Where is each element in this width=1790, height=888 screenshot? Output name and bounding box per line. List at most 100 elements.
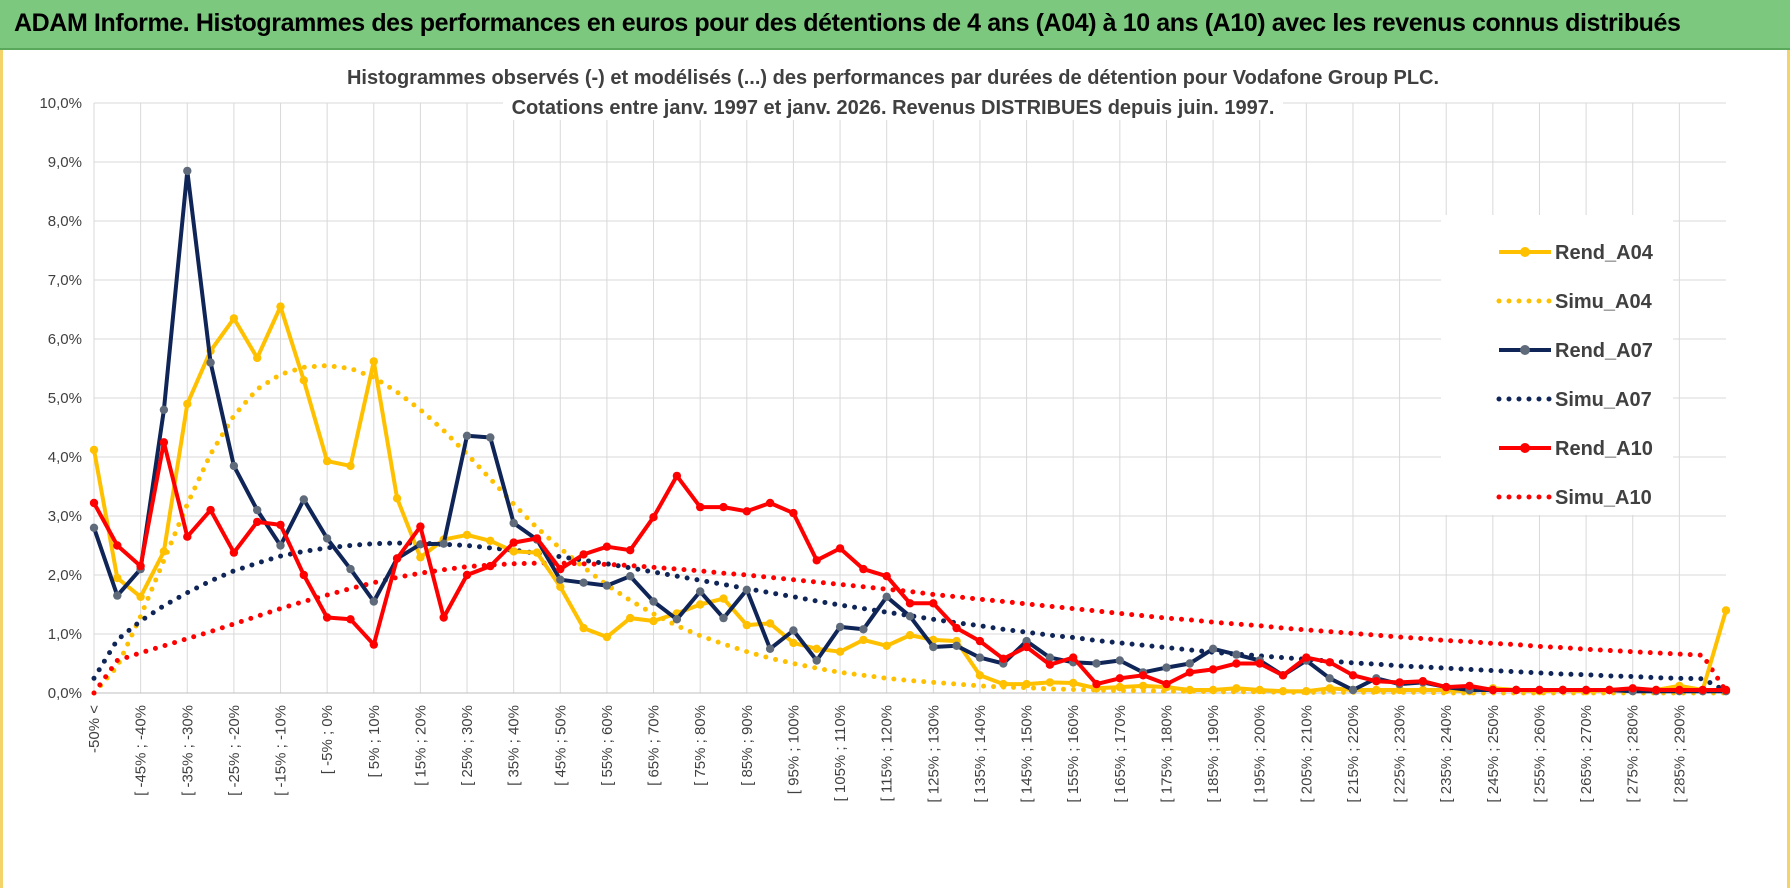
data-point-Rend_A07 [579,578,588,587]
data-point-Rend_A10 [532,534,542,543]
data-point-Rend_A10 [1208,665,1218,674]
data-point-Rend_A07 [1045,653,1055,662]
data-point-Rend_A10 [742,507,751,516]
x-tick-label: [ 265% ; 270% [1578,705,1595,803]
data-point-Rend_A10 [1442,682,1451,692]
data-point-Rend_A04 [299,376,308,385]
data-point-Rend_A10 [1069,653,1078,662]
data-point-Rend_A04 [975,671,985,680]
y-tick-label: 5,0% [48,390,82,407]
x-tick-label: [ 185% ; 190% [1205,705,1222,803]
data-point-Rend_A04 [1232,684,1241,693]
data-point-Rend_A04 [859,635,868,645]
data-point-Rend_A07 [719,613,728,623]
data-point-Rend_A10 [1348,671,1358,680]
legend-background [1441,215,1673,515]
data-point-Rend_A07 [765,644,775,653]
data-point-Rend_A10 [975,636,985,646]
data-point-Rend_A07 [322,534,332,543]
data-point-Rend_A10 [952,623,961,633]
x-tick-label: [ 125% ; 130% [925,705,942,803]
data-point-Rend_A04 [1022,679,1031,689]
data-point-Rend_A07 [486,433,495,442]
data-point-Rend_A04 [322,456,332,466]
x-tick-label: [ 215% ; 220% [1345,705,1362,803]
data-point-Rend_A10 [1698,685,1707,695]
series-Simu_A10 [91,560,1729,696]
data-point-Rend_A04 [276,302,285,311]
data-point-Rend_A07 [929,642,938,652]
series-lines [89,166,1731,696]
legend-item-Simu_A04: Simu_A04 [1496,291,1653,313]
data-point-Rend_A10 [1372,677,1381,686]
y-tick-label: 2,0% [48,567,82,584]
x-tick-label: [ 105% ; 110% [832,705,849,801]
data-point-Rend_A04 [1395,685,1404,695]
data-point-Rend_A04 [579,623,588,633]
data-point-Rend_A10 [183,532,192,541]
data-point-Rend_A10 [1395,678,1404,687]
x-tick-label: [ 195% ; 200% [1252,705,1269,803]
data-point-Rend_A04 [1185,685,1195,695]
data-point-Rend_A04 [1045,678,1055,687]
data-point-Rend_A07 [672,615,682,624]
x-tick-label: [ -5% ; 0% [319,705,336,774]
data-point-Rend_A10 [136,561,145,571]
data-point-Rend_A10 [579,550,588,559]
data-point-Rend_A07 [89,523,99,532]
x-tick-label: [ 55% ; 60% [599,705,616,786]
data-point-Rend_A04 [416,553,425,562]
data-point-Rend_A10 [509,538,518,547]
series-Rend_A10 [89,438,1731,695]
data-point-Rend_A10 [1488,685,1498,695]
chart-title-line-2: Cotations entre janv. 1997 et janv. 2026… [512,97,1275,119]
y-tick-label: 7,0% [48,272,82,289]
data-point-Rend_A10 [1721,685,1731,695]
data-point-Rend_A04 [1372,685,1381,695]
data-point-Rend_A04 [742,620,751,630]
data-point-Rend_A10 [696,502,705,512]
data-point-Rend_A07 [696,587,705,596]
data-point-Rend_A07 [206,358,215,367]
data-point-Rend_A10 [206,505,215,515]
data-point-Rend_A10 [1232,659,1241,668]
data-point-Rend_A04 [556,582,565,591]
data-point-Rend_A10 [1605,685,1614,695]
chart-frame: 0,0% 1,0% 2,0% 3,0% 4,0% 5,0% 6,0% 7,0% 8,0% 9,0%… [0,50,1790,888]
series-line-Simu_A04 [91,363,1729,696]
data-point-Rend_A07 [556,575,565,584]
data-point-Rend_A04 [765,619,775,628]
data-point-Rend_A10 [89,498,99,508]
data-point-Rend_A07 [812,656,821,665]
data-point-Rend_A07 [602,581,612,590]
data-point-Rend_A10 [299,570,308,580]
data-point-Rend_A10 [556,564,565,574]
data-point-Rend_A10 [1045,660,1055,669]
data-point-Rend_A10 [929,599,938,608]
data-point-Rend_A10 [765,498,775,508]
data-point-Rend_A04 [1278,687,1288,696]
data-point-Rend_A07 [439,539,448,548]
legend-item-Simu_A10: Simu_A10 [1496,487,1652,509]
data-point-Rend_A04 [626,613,635,623]
y-tick-label: 9,0% [48,154,82,171]
data-point-Rend_A04 [1255,685,1264,695]
y-tick-label: 1,0% [48,626,82,643]
x-tick-label: [ 45% ; 50% [552,705,569,786]
legend-item-Rend_A07: Rend_A07 [1499,340,1653,362]
data-point-Rend_A07 [369,597,378,606]
data-point-Rend_A07 [1162,663,1171,672]
x-tick-label: [ 15% ; 20% [412,705,429,786]
data-point-Rend_A07 [952,641,961,650]
data-point-Rend_A10 [905,599,915,608]
data-point-Rend_A10 [253,517,262,527]
legend-item-Rend_A10: Rend_A10 [1499,438,1653,460]
y-tick-label: 6,0% [48,331,82,348]
data-point-Rend_A10 [672,471,682,481]
data-point-Rend_A04 [1418,685,1428,695]
data-point-Rend_A07 [253,505,262,515]
data-point-Rend_A04 [89,445,99,455]
data-point-Rend_A04 [253,353,262,363]
legend-label: Rend_A07 [1555,340,1653,362]
data-point-Rend_A07 [1325,674,1334,683]
